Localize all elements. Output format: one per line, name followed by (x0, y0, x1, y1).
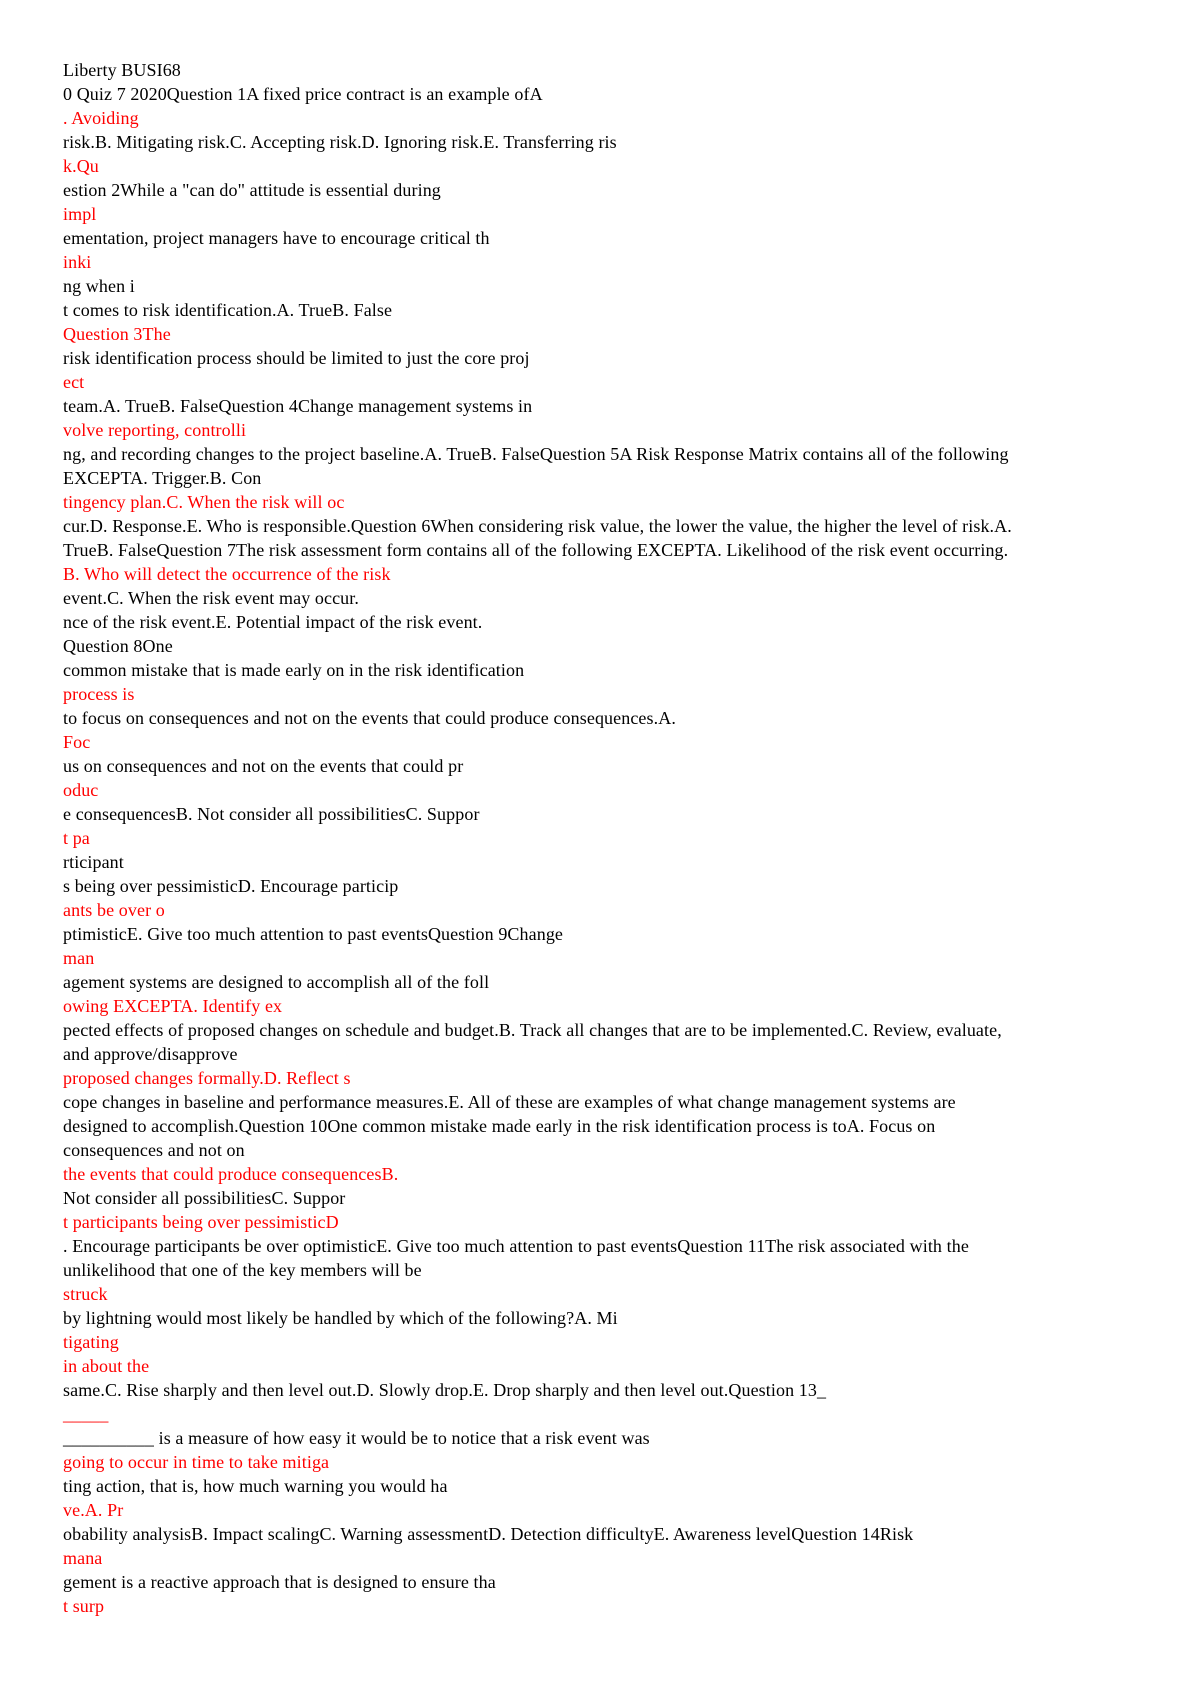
text-line: risk identification process should be li… (63, 348, 530, 368)
text-line: inki (63, 252, 92, 272)
text-line: proposed changes formally.D. Reflect s (63, 1068, 351, 1088)
text-line: event.C. When the risk event may occur. (63, 588, 359, 608)
text-line: us on consequences and not on the events… (63, 756, 464, 776)
text-line: and approve/disapprove (63, 1044, 238, 1064)
text-line: process is (63, 684, 135, 704)
text-line: Foc (63, 732, 91, 752)
text-line: pected effects of proposed changes on sc… (63, 1020, 1002, 1040)
text-line: ementation, project managers have to enc… (63, 228, 490, 248)
text-line: struck (63, 1284, 108, 1304)
text-line: cur.D. Response.E. Who is responsible.Qu… (63, 516, 1012, 536)
text-line: going to occur in time to take mitiga (63, 1452, 330, 1472)
text-line: 0 Quiz 7 2020Question 1A fixed price con… (63, 84, 543, 104)
text-line: t surp (63, 1596, 105, 1616)
text-line: to focus on consequences and not on the … (63, 708, 676, 728)
text-line: tigating (63, 1332, 119, 1352)
text-line: same.C. Rise sharply and then level out.… (63, 1380, 827, 1400)
text-line: consequences and not on (63, 1140, 245, 1160)
text-line: Not consider all possibilitiesC. Suppor (63, 1188, 346, 1208)
text-line: t comes to risk identification.A. TrueB.… (63, 300, 393, 320)
text-line: ect (63, 372, 85, 392)
text-line: tingency plan.C. When the risk will oc (63, 492, 345, 512)
text-line: cope changes in baseline and performance… (63, 1092, 956, 1112)
text-line: s being over pessimisticD. Encourage par… (63, 876, 399, 896)
text-line: ptimisticE. Give too much attention to p… (63, 924, 564, 944)
text-line: B. Who will detect the occurrence of the… (63, 564, 391, 584)
text-line: impl (63, 204, 97, 224)
text-line: TrueB. FalseQuestion 7The risk assessmen… (63, 540, 1009, 560)
text-line: t participants being over pessimisticD (63, 1212, 339, 1232)
text-line: rticipant (63, 852, 124, 872)
text-line: __________ is a measure of how easy it w… (63, 1428, 650, 1448)
text-line: unlikelihood that one of the key members… (63, 1260, 422, 1280)
text-line: ve.A. Pr (63, 1500, 124, 1520)
text-line: gement is a reactive approach that is de… (63, 1572, 496, 1592)
text-line: e consequencesB. Not consider all possib… (63, 804, 480, 824)
text-line: nce of the risk event.E. Potential impac… (63, 612, 483, 632)
text-line: man (63, 948, 95, 968)
text-line: designed to accomplish.Question 10One co… (63, 1116, 936, 1136)
text-line: oduc (63, 780, 99, 800)
text-line: k.Qu (63, 156, 99, 176)
text-line: . Encourage participants be over optimis… (63, 1236, 969, 1256)
text-line: Liberty BUSI68 (63, 60, 181, 80)
text-line: mana (63, 1548, 103, 1568)
text-line: common mistake that is made early on in … (63, 660, 525, 680)
text-line: EXCEPTA. Trigger.B. Con (63, 468, 262, 488)
text-line: obability analysisB. Impact scalingC. Wa… (63, 1524, 914, 1544)
text-line: Question 3The (63, 324, 171, 344)
text-line: risk.B. Mitigating risk.C. Accepting ris… (63, 132, 617, 152)
text-line: ants be over o (63, 900, 165, 920)
text-line: owing EXCEPTA. Identify ex (63, 996, 283, 1016)
text-line: team.A. TrueB. FalseQuestion 4Change man… (63, 396, 533, 416)
text-line: t pa (63, 828, 90, 848)
text-line: . Avoiding (63, 108, 139, 128)
text-line: by lightning would most likely be handle… (63, 1308, 618, 1328)
text-line: _____ (63, 1404, 109, 1424)
text-line: estion 2While a "can do" attitude is ess… (63, 180, 441, 200)
text-line: Question 8One (63, 636, 173, 656)
text-line: ting action, that is, how much warning y… (63, 1476, 448, 1496)
text-line: ng, and recording changes to the project… (63, 444, 1009, 464)
text-line: volve reporting, controlli (63, 420, 247, 440)
text-line: the events that could produce consequenc… (63, 1164, 399, 1184)
text-line: agement systems are designed to accompli… (63, 972, 490, 992)
text-line: in about the (63, 1356, 150, 1376)
text-line: ng when i (63, 276, 135, 296)
